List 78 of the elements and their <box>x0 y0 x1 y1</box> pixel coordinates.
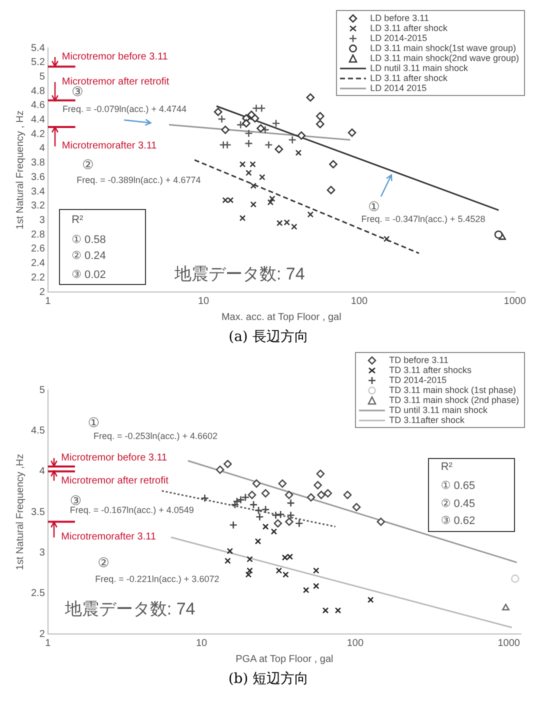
annotation: R² <box>440 461 452 474</box>
text: (a) 長辺方向 <box>228 328 310 347</box>
x-tick-label: 1000 <box>504 296 526 307</box>
x-axis-title: PGA at Top Floor , gal <box>236 654 334 665</box>
legend-label: LD 3.11 after shock <box>370 23 448 33</box>
y-tick-label: 2.6 <box>30 244 46 255</box>
annotation: ② <box>98 555 110 570</box>
annotation: Freq. = -0.347ln(acc.) + 5.4528 <box>361 214 486 226</box>
ref-line-label: Microtremorafter 3.11 <box>61 532 156 543</box>
annotation: 地震データ数: 74 <box>64 600 196 620</box>
legend-label: LD 3.11 after shock <box>370 73 448 83</box>
legend-label: LD 3.11 main shock(1st wave group) <box>370 43 516 53</box>
x-tick-label: 10 <box>198 296 210 307</box>
legend-label: Microtremor after retrofit <box>61 476 168 487</box>
x-tick-label: 10 <box>196 638 208 649</box>
x-axis-title: Max. acc. at Top Floor , gal <box>221 312 342 323</box>
annotation: ① 0.58 <box>72 234 106 246</box>
legend-label: LD before 3.11 <box>370 13 429 23</box>
y-tick-label: 3 <box>39 547 46 558</box>
annotation: ① <box>88 414 100 430</box>
y-tick-label: 4.6 <box>30 100 46 112</box>
legend-label: TD 3.11 main shock (2nd phase) <box>389 395 519 405</box>
y-tick-label: 2.5 <box>30 588 46 600</box>
x-tick-label: 1000 <box>498 638 520 649</box>
legend-label: TD 3.11 main shock (1st phase) <box>389 385 516 395</box>
annotation: Freq. = -0.389ln(acc.) + 4.6774 <box>76 176 201 186</box>
x-tick-label: 1 <box>45 296 52 307</box>
x-tick-label: 100 <box>346 638 364 649</box>
annotation: Freq. = -0.079ln(acc.) + 4.4744 <box>62 104 187 116</box>
y-tick-label: 4.4 <box>30 114 46 126</box>
legend-label: TD 3.11after shock <box>389 415 464 425</box>
legend-label: LD 3.11 main shock(2nd wave group) <box>370 53 519 63</box>
annotation: R² <box>72 213 84 226</box>
y-tick-label: 4.8 <box>30 86 46 97</box>
y-tick-label: 3.6 <box>30 172 46 183</box>
y-tick-label: 4.2 <box>30 128 46 140</box>
legend-label: LD 2014-2015 <box>370 33 428 43</box>
legend-label: Microtremor before 3.11 <box>62 52 168 63</box>
y-tick-label: 2.8 <box>30 229 46 240</box>
x-tick-label: 100 <box>350 296 368 307</box>
y-tick-label: 3.5 <box>30 506 46 518</box>
annotation: 地震データ数: 74 <box>174 264 305 284</box>
legend-label: LD nutil 3.11 main shock <box>370 63 468 73</box>
ref-line-label: Microtremorafter 3.11 <box>62 140 157 152</box>
y-tick-label: 2 <box>39 286 46 298</box>
y-tick-label: 4.5 <box>30 425 46 436</box>
annotation: ① <box>368 199 380 214</box>
legend-label: TD until 3.11 main shock <box>389 405 488 415</box>
x-tick-label: 1 <box>45 638 52 649</box>
annotation: ① 0.65 <box>440 480 476 492</box>
y-tick-label: 3.8 <box>30 158 46 169</box>
y-tick-label: 4 <box>39 466 46 478</box>
y-tick-label: 2.2 <box>30 272 46 284</box>
legend-label: LD 2014 2015 <box>370 83 427 93</box>
annotation: ② 0.45 <box>440 498 476 510</box>
annotation: ② <box>82 156 94 172</box>
y-tick-label: 5 <box>39 384 46 396</box>
annotation: Freq. = -0.221ln(acc.) + 3.6072 <box>95 574 220 586</box>
annotation: ③ 0.62 <box>440 514 476 527</box>
annotation: ③ 0.02 <box>72 268 106 281</box>
y-tick-label: 2 <box>39 628 46 640</box>
y-tick-label: 5 <box>39 71 46 82</box>
ref-line-label: Microtremor before 3.11 <box>61 452 168 464</box>
legend-label: TD 3.11 after shocks <box>389 365 472 375</box>
legend-label: TD before 3.11 <box>389 355 448 365</box>
y-tick-label: 3.2 <box>30 200 46 212</box>
y-axis-title: 1st Natural Frequency ,Hz <box>14 454 26 570</box>
text: (b) 短辺方向 <box>227 670 310 689</box>
y-tick-label: 2.4 <box>30 258 46 270</box>
annotation: Freq. = -0.253ln(acc.) + 4.6602 <box>93 431 218 442</box>
y-axis-title: 1st Natural Frequency , Hz <box>14 110 26 230</box>
annotation: ② 0.24 <box>72 250 106 262</box>
y-tick-label: 5.4 <box>30 42 46 54</box>
y-tick-label: 5.2 <box>30 57 46 68</box>
legend-label: TD 2014-2015 <box>389 375 447 385</box>
y-tick-label: 3.4 <box>30 186 46 198</box>
y-tick-label: 3 <box>39 214 46 226</box>
y-tick-label: 4 <box>39 143 46 154</box>
